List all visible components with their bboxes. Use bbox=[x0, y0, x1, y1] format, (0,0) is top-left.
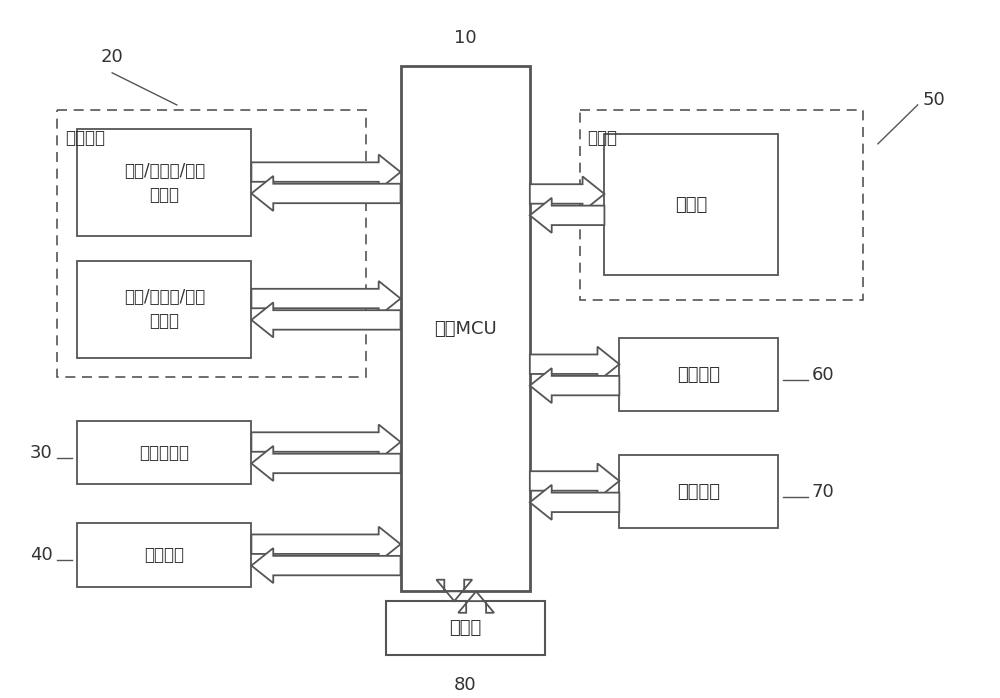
Text: 扬声器: 扬声器 bbox=[675, 195, 708, 214]
Text: 红外/超声波/激光
发射器: 红外/超声波/激光 发射器 bbox=[124, 162, 205, 204]
Polygon shape bbox=[458, 591, 494, 613]
Bar bbox=[77, 129, 251, 236]
Bar bbox=[77, 260, 251, 358]
Polygon shape bbox=[251, 176, 401, 211]
Polygon shape bbox=[251, 548, 401, 583]
Text: 20: 20 bbox=[101, 48, 124, 66]
Bar bbox=[401, 66, 530, 591]
Text: 70: 70 bbox=[812, 482, 835, 500]
Text: 80: 80 bbox=[454, 676, 477, 694]
Text: 红外/超声波/激光
接收器: 红外/超声波/激光 接收器 bbox=[124, 288, 205, 330]
Polygon shape bbox=[530, 368, 619, 403]
Bar bbox=[604, 134, 778, 275]
Bar bbox=[77, 421, 251, 484]
Text: 存储器: 存储器 bbox=[449, 619, 481, 637]
Text: 按键电路: 按键电路 bbox=[677, 366, 720, 384]
Bar bbox=[619, 339, 778, 411]
Text: 40: 40 bbox=[30, 546, 52, 564]
Bar bbox=[77, 524, 251, 586]
Text: 蓝牙模块: 蓝牙模块 bbox=[144, 546, 184, 564]
Text: 测距模块: 测距模块 bbox=[65, 129, 105, 147]
Bar bbox=[580, 110, 863, 299]
Bar bbox=[386, 601, 545, 655]
Polygon shape bbox=[530, 198, 604, 233]
Text: 红外发射头: 红外发射头 bbox=[139, 444, 189, 462]
Polygon shape bbox=[530, 463, 619, 498]
Polygon shape bbox=[530, 485, 619, 520]
Polygon shape bbox=[436, 580, 472, 601]
Polygon shape bbox=[251, 527, 401, 562]
Bar bbox=[57, 110, 366, 378]
Text: 可选的: 可选的 bbox=[588, 129, 618, 147]
Polygon shape bbox=[251, 154, 401, 190]
Text: 电源模块: 电源模块 bbox=[677, 482, 720, 500]
Polygon shape bbox=[251, 302, 401, 337]
Text: 50: 50 bbox=[923, 91, 945, 109]
Text: 60: 60 bbox=[812, 366, 835, 384]
Text: 30: 30 bbox=[30, 444, 52, 462]
Polygon shape bbox=[530, 177, 604, 211]
Polygon shape bbox=[251, 446, 401, 481]
Polygon shape bbox=[251, 281, 401, 316]
Bar bbox=[619, 455, 778, 528]
Text: 10: 10 bbox=[454, 29, 477, 47]
Polygon shape bbox=[251, 424, 401, 459]
Text: 主控MCU: 主控MCU bbox=[434, 320, 497, 338]
Polygon shape bbox=[530, 347, 619, 382]
